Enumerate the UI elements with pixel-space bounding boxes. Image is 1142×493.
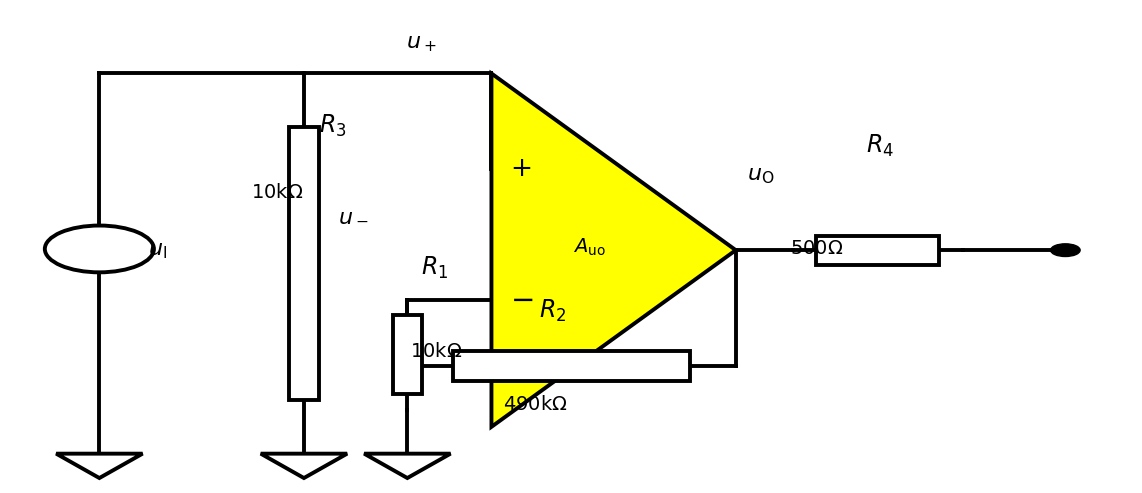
Text: $u_\mathrm{O}$: $u_\mathrm{O}$ bbox=[747, 166, 774, 185]
Text: $R_4$: $R_4$ bbox=[867, 133, 894, 159]
Text: $10\mathrm{k}\Omega$: $10\mathrm{k}\Omega$ bbox=[410, 342, 461, 360]
Bar bbox=[817, 236, 939, 265]
Circle shape bbox=[1051, 244, 1080, 256]
Polygon shape bbox=[56, 454, 143, 478]
Text: $-$: $-$ bbox=[509, 285, 533, 314]
Bar bbox=[289, 127, 319, 400]
Bar bbox=[453, 352, 690, 381]
Polygon shape bbox=[364, 454, 451, 478]
Text: $490\mathrm{k}\Omega$: $490\mathrm{k}\Omega$ bbox=[502, 395, 568, 414]
Text: $R_2$: $R_2$ bbox=[539, 298, 566, 324]
Text: $u_-$: $u_-$ bbox=[338, 205, 369, 225]
Text: $u_\mathrm{I}$: $u_\mathrm{I}$ bbox=[148, 242, 168, 261]
Circle shape bbox=[45, 225, 154, 272]
Text: $A_\mathrm{uo}$: $A_\mathrm{uo}$ bbox=[573, 237, 606, 258]
Text: $R_3$: $R_3$ bbox=[319, 113, 346, 139]
Bar bbox=[393, 315, 423, 394]
Text: $+$: $+$ bbox=[509, 156, 531, 182]
Text: $u_+$: $u_+$ bbox=[407, 34, 436, 54]
Text: $R_1$: $R_1$ bbox=[421, 254, 449, 281]
Text: $10\mathrm{k}\Omega$: $10\mathrm{k}\Omega$ bbox=[250, 183, 303, 203]
Polygon shape bbox=[491, 73, 735, 427]
Polygon shape bbox=[260, 454, 347, 478]
Text: $500\Omega$: $500\Omega$ bbox=[790, 239, 844, 258]
